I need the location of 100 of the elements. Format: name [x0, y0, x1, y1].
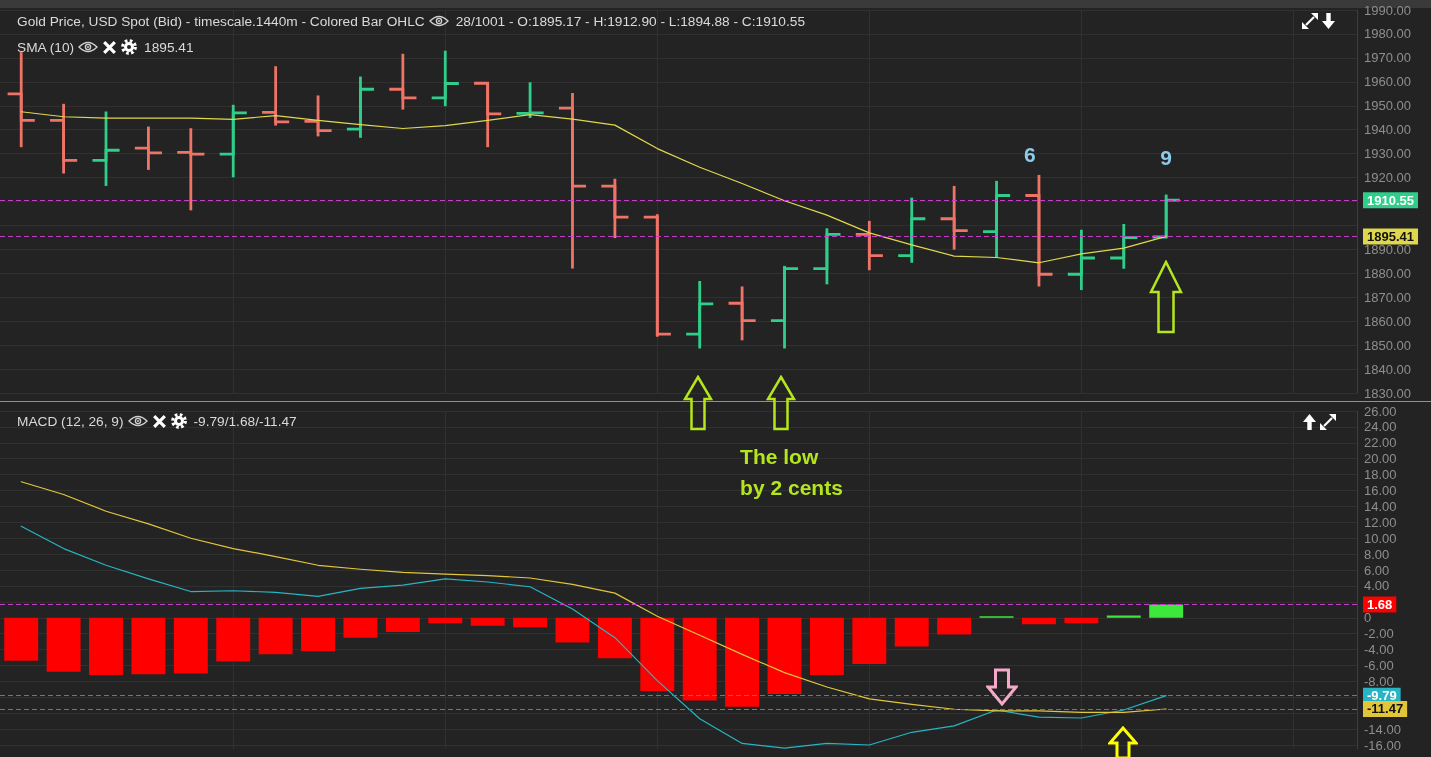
- y-tick-label: 1880.00: [1364, 265, 1411, 281]
- line-series: [20, 525, 1167, 749]
- y-tick-label: -14.00: [1364, 721, 1401, 737]
- candlestick: [557, 91, 588, 270]
- candlestick: [769, 264, 800, 350]
- candlestick: [430, 49, 461, 108]
- ref-line-label: -11.47: [1367, 701, 1404, 717]
- bar: [1064, 617, 1099, 624]
- y-tick-label: 22.00: [1364, 435, 1397, 451]
- chart-title: MACD (12, 26, 9): [17, 413, 124, 429]
- bar: [1149, 604, 1184, 618]
- bar: [258, 617, 293, 655]
- bar: [1106, 615, 1141, 618]
- bar: [4, 617, 39, 661]
- y-tick-label: 12.00: [1364, 514, 1397, 530]
- candlestick: [896, 196, 927, 265]
- y-tick-label: 1930.00: [1364, 146, 1411, 162]
- y-tick-label: 8.00: [1364, 546, 1390, 562]
- bar: [809, 617, 844, 676]
- candlestick: [91, 110, 121, 188]
- bar: [470, 617, 505, 626]
- candlestick: [48, 102, 79, 175]
- y-tick-label: -8.00: [1364, 673, 1394, 689]
- candlestick: [260, 64, 291, 128]
- annotation: 9: [1160, 146, 1173, 170]
- bar: [173, 617, 208, 674]
- y-tick-label: 1990.00: [1364, 2, 1411, 18]
- candlestick: [6, 50, 37, 149]
- chart-subtitle: -9.79/1.68/-11.47: [193, 413, 297, 429]
- candlestick: [345, 75, 376, 140]
- bar: [937, 617, 972, 635]
- candlestick: [599, 177, 630, 240]
- bar: [852, 617, 887, 664]
- y-tick-label: 1850.00: [1364, 337, 1411, 353]
- candlestick: [1108, 222, 1139, 271]
- candlestick: [811, 226, 842, 286]
- bar: [767, 617, 802, 695]
- candlestick: [175, 126, 206, 212]
- bar: [301, 617, 336, 652]
- y-tick-label: 16.00: [1364, 483, 1397, 499]
- bar: [216, 617, 251, 662]
- candlestick: [854, 219, 885, 272]
- y-tick-label: 20.00: [1364, 451, 1397, 467]
- candlestick: [939, 184, 970, 252]
- y-tick-label: 18.00: [1364, 467, 1397, 483]
- ref-line-label: -9.79: [1367, 688, 1397, 704]
- bar: [89, 617, 123, 676]
- y-tick-label: 1840.00: [1364, 361, 1411, 377]
- candlestick: [218, 103, 249, 179]
- bar: [385, 617, 420, 633]
- candlestick: [387, 52, 418, 111]
- bar: [682, 617, 717, 701]
- bar: [894, 617, 929, 647]
- candlestick: [133, 125, 164, 172]
- candlestick: [1066, 228, 1097, 292]
- candlestick: [1023, 173, 1054, 288]
- annotation: SMA (10): [17, 39, 75, 55]
- ref-line-label: 1.68: [1367, 596, 1393, 612]
- candlestick: [684, 279, 715, 350]
- bar: [428, 617, 463, 624]
- y-tick-label: 1960.00: [1364, 74, 1411, 90]
- bar: [725, 617, 760, 707]
- bar: [555, 617, 590, 643]
- y-tick-label: 1830.00: [1364, 385, 1411, 401]
- annotation: 6: [1024, 143, 1036, 167]
- candlestick: [472, 81, 503, 149]
- annotation: The low by 2 cents: [740, 444, 843, 501]
- chart-title: Gold Price, USD Spot (Bid) - timescale.1440m - Colored Bar OHLC: [17, 13, 425, 29]
- candlestick: [642, 212, 673, 339]
- y-tick-label: 1940.00: [1364, 122, 1411, 138]
- bar: [343, 617, 378, 638]
- candlestick: [303, 94, 334, 138]
- y-tick-label: 24.00: [1364, 419, 1397, 435]
- y-tick-label: 1970.00: [1364, 50, 1411, 66]
- y-tick-label: 1980.00: [1364, 26, 1411, 42]
- y-tick-label: 14.00: [1364, 498, 1397, 514]
- y-tick-label: 1870.00: [1364, 289, 1411, 305]
- bar: [1021, 617, 1056, 625]
- y-tick-label: 4.00: [1364, 578, 1390, 594]
- ref-line-label: 1910.55: [1367, 192, 1414, 208]
- line-series: [20, 481, 1167, 714]
- candlestick: [727, 285, 758, 342]
- y-tick-label: 0: [1364, 610, 1372, 626]
- y-tick-label: -16.00: [1364, 737, 1401, 753]
- y-tick-label: -6.00: [1364, 657, 1394, 673]
- bar: [46, 617, 81, 672]
- y-tick-label: 1860.00: [1364, 313, 1411, 329]
- y-tick-label: -2.00: [1364, 626, 1394, 642]
- annotation: 1895.41: [144, 39, 194, 55]
- bar: [640, 617, 675, 691]
- candlestick: [515, 80, 546, 120]
- bar: [513, 617, 548, 628]
- y-tick-label: -4.00: [1364, 642, 1394, 658]
- y-tick-label: 10.00: [1364, 530, 1397, 546]
- ref-line-label: 1895.41: [1367, 228, 1414, 244]
- y-tick-label: 1950.00: [1364, 98, 1411, 114]
- bar: [597, 617, 632, 659]
- y-tick-label: 26.00: [1364, 403, 1397, 419]
- chart-subtitle: 28/1001 - O:1895.17 - H:1912.90 - L:1894.88 - C:1910.55: [455, 13, 806, 29]
- y-tick-label: 6.00: [1364, 562, 1390, 578]
